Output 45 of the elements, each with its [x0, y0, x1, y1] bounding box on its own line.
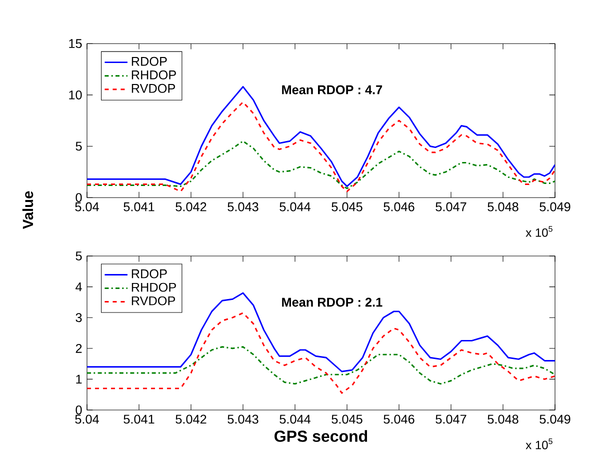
y-tick-label: 5	[76, 252, 82, 260]
line-series	[87, 101, 556, 192]
text: x 10$^{5}$	[526, 226, 552, 237]
x-tick-label: 5.045	[332, 202, 362, 212]
x-tick-label: 5.042	[176, 414, 206, 424]
legend-label: RDOP	[132, 269, 167, 278]
x-tick-label: 5.044	[280, 202, 310, 212]
x-tick-label: 5.04	[75, 414, 99, 424]
x-tick-label: 5.043	[228, 202, 258, 212]
y-tick-label: 3	[76, 313, 82, 322]
y-tick-label: 2	[76, 344, 82, 353]
x-tick-label: 5.041	[124, 414, 154, 424]
legend-label: RHDOP	[132, 282, 176, 292]
x-tick-label: 5.048	[488, 414, 518, 424]
annotation: Mean RDOP : 4.7	[282, 85, 382, 94]
line-series	[87, 312, 556, 394]
x-tick-label: 5.04	[75, 202, 99, 212]
legend-label: RHDOP	[132, 70, 176, 80]
x-tick-label: 5.047	[436, 202, 466, 212]
x-tick-label: 5.048	[488, 202, 518, 212]
x-axis-title: GPS second	[274, 430, 368, 442]
y-tick-label: 4	[76, 282, 82, 292]
x-tick-label: 5.041	[124, 202, 154, 212]
x-tick-label: 5.043	[228, 414, 258, 424]
legend-label: RVDOP	[132, 84, 176, 93]
y-tick-label: 5	[76, 142, 82, 151]
x-tick-label: 5.046	[384, 414, 414, 424]
legend-label: RVDOP	[132, 296, 176, 306]
legend-label: RDOP	[132, 56, 167, 66]
x-tick-label: 5.049	[540, 202, 570, 212]
y-tick-label: 15	[69, 39, 82, 48]
text: x 10$^{5}$	[526, 438, 552, 450]
x-tick-label: 5.049	[540, 414, 570, 424]
annotation: Mean RDOP : 2.1	[282, 298, 382, 307]
x-tick-label: 5.047	[436, 414, 466, 424]
y-tick-label: 0	[76, 193, 82, 202]
y-tick-label: 10	[69, 90, 82, 100]
x-tick-label: 5.046	[384, 202, 414, 212]
x-tick-label: 5.044	[280, 414, 310, 424]
line-series	[87, 86, 556, 188]
y-tick-label: 0	[76, 406, 82, 414]
x-tick-label: 5.042	[176, 202, 206, 212]
x-tick-label: 5.045	[332, 414, 362, 424]
y-tick-label: 1	[76, 374, 82, 384]
y-axis-title: Value	[22, 191, 34, 229]
